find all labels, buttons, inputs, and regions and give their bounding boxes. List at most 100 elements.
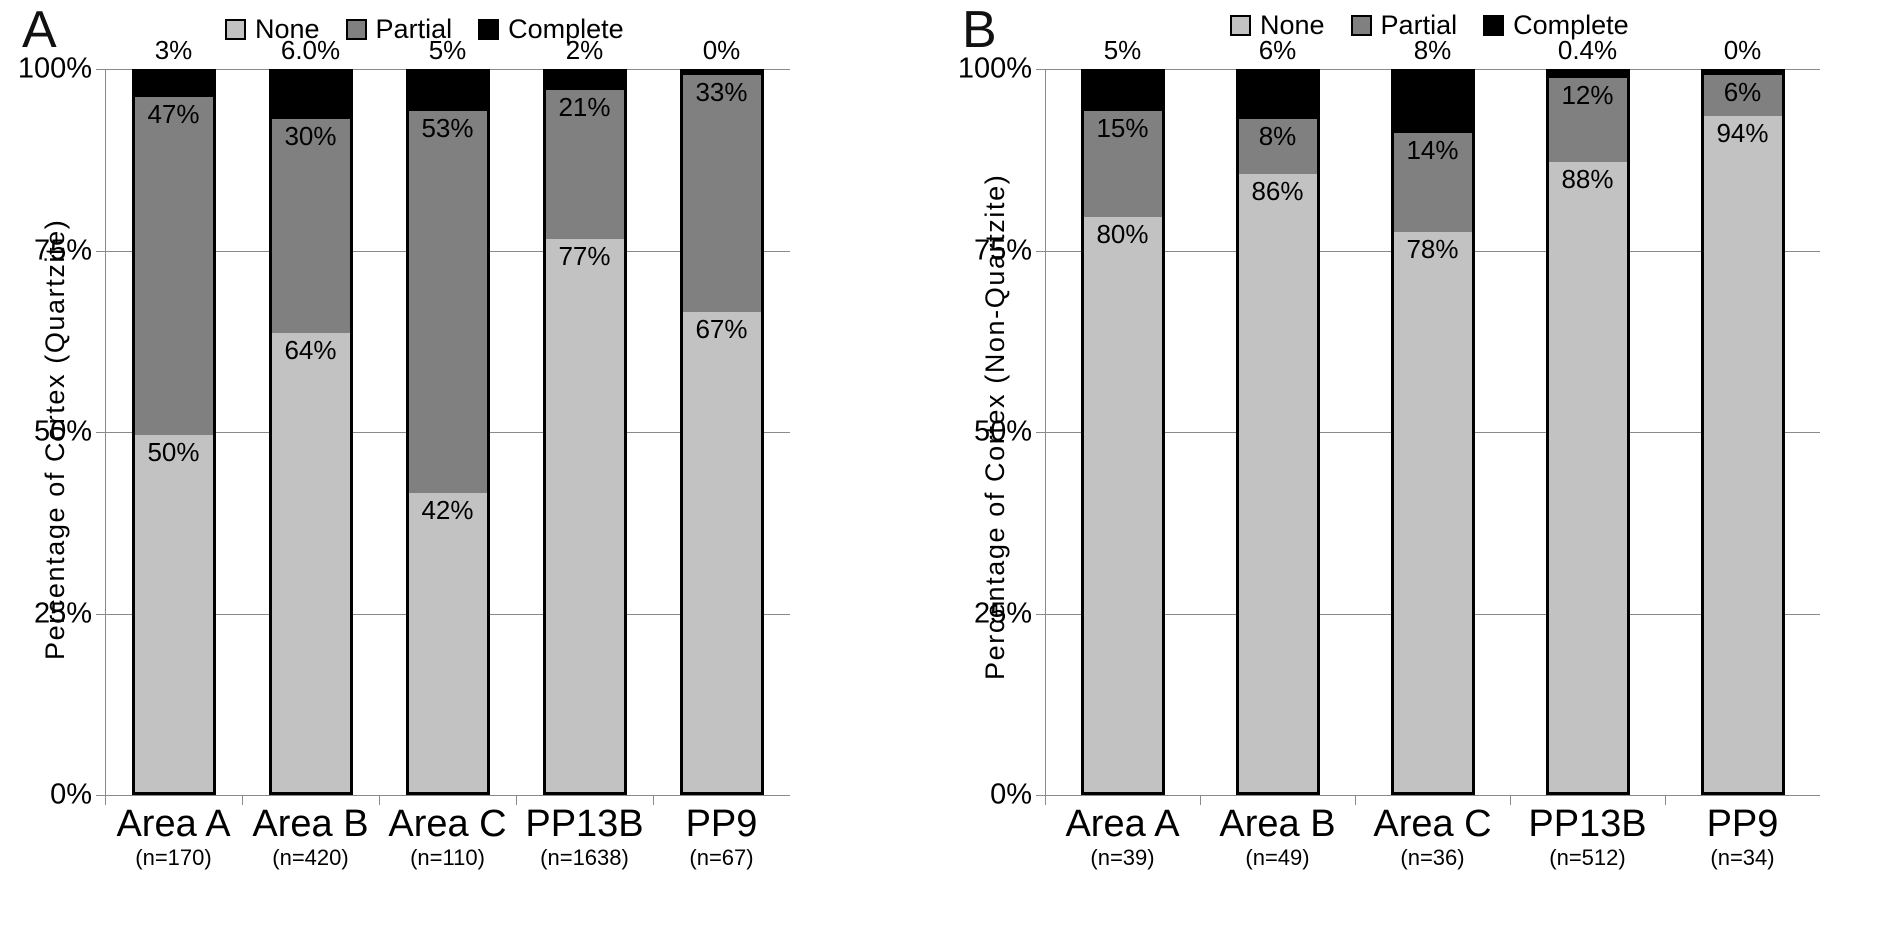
- segment-label-partial: 30%: [284, 120, 337, 151]
- y-tick-mark-100: [1036, 69, 1045, 70]
- x-category-label: Area B (n=420): [252, 805, 368, 871]
- legend-swatch-partial-icon: [1350, 14, 1372, 36]
- panel-letter-a: A: [22, 1, 57, 59]
- x-category-label: Area B (n=49): [1219, 805, 1335, 871]
- y-tick-label-100: 100%: [17, 52, 92, 85]
- segment-label-partial: 8%: [1258, 120, 1297, 151]
- legend-item-complete: Complete: [478, 13, 624, 44]
- segment-none: 50%: [134, 434, 213, 792]
- x-axis-line: [1045, 795, 1820, 796]
- x-category-name: Area B: [252, 803, 369, 845]
- segment-label-partial: 15%: [1096, 113, 1149, 144]
- chart-panel-a: A None Partial Complete Percentage of Cortex…: [17, 1, 790, 871]
- x-category-label: PP13B (n=512): [1528, 805, 1646, 871]
- segment-complete: [545, 72, 624, 87]
- x-category-count: (n=512): [1549, 844, 1626, 870]
- y-tick-label-75: 75%: [33, 234, 92, 266]
- x-category-name: PP13B: [1528, 803, 1647, 845]
- x-category-label: Area A (n=170): [116, 805, 230, 871]
- y-tick-label-50: 50%: [973, 415, 1032, 448]
- segment-label-none: 94%: [1716, 117, 1769, 148]
- segment-none: 67%: [682, 311, 761, 792]
- segment-label-partial: 12%: [1561, 79, 1614, 110]
- legend-item-none: None: [1230, 9, 1325, 40]
- x-category-name: Area C: [388, 803, 507, 845]
- bar-top-label: 0.4%: [1557, 35, 1618, 65]
- y-tick-label-0: 0%: [990, 778, 1032, 811]
- legend-item-partial: Partial: [345, 15, 452, 43]
- x-category-label: PP9 (n=67): [686, 805, 758, 871]
- bar-top-label: 2%: [565, 35, 604, 65]
- segment-label-none: 88%: [1561, 164, 1614, 194]
- x-category-label: Area C (n=36): [1373, 805, 1491, 871]
- y-tick-label-50: 50%: [33, 415, 92, 448]
- bar-a-pp13b: 21% 77%: [542, 69, 627, 795]
- plot-area: 47% 50% 30% 64% 53% 42% 21% 77% 33% 67%: [96, 69, 790, 805]
- x-category-count: (n=110): [410, 844, 485, 870]
- segment-complete: [408, 72, 487, 109]
- bar-top-label: 6.0%: [280, 35, 341, 65]
- segment-partial: 21%: [545, 86, 624, 239]
- x-category-name: PP13B: [525, 803, 644, 845]
- x-category-label: PP13B (n=1638): [525, 805, 643, 871]
- segment-label-partial: 6%: [1723, 77, 1762, 107]
- segment-label-none: 77%: [558, 240, 611, 271]
- x-category-name: Area A: [116, 803, 231, 845]
- x-category-count: (n=34): [1710, 844, 1775, 870]
- legend-item-partial: Partial: [1350, 11, 1457, 39]
- segment-partial: 12%: [1548, 74, 1627, 162]
- segment-label-none: 42%: [421, 495, 474, 526]
- segment-none: 64%: [271, 333, 350, 792]
- segment-label-none: 86%: [1251, 175, 1304, 206]
- segment-partial: 15%: [1083, 108, 1162, 218]
- segment-label-none: 80%: [1096, 219, 1149, 250]
- bar-a-pp9: 33% 67%: [679, 69, 764, 795]
- x-axis-line: [105, 795, 790, 796]
- segment-none: 80%: [1083, 217, 1162, 792]
- segment-partial: 14%: [1393, 130, 1472, 232]
- x-category-label: Area A (n=39): [1065, 805, 1179, 871]
- y-tick-label-100: 100%: [957, 52, 1032, 85]
- segment-none: 94%: [1703, 115, 1782, 792]
- legend-label-none: None: [1260, 9, 1325, 40]
- x-tick-mark-1: [242, 795, 243, 805]
- bar-top-label: 0%: [1723, 35, 1762, 65]
- x-category-count: (n=1638): [540, 844, 629, 870]
- y-tick-mark-0: [96, 795, 105, 796]
- segment-complete: [1083, 72, 1162, 109]
- x-category-name: Area A: [1065, 803, 1180, 845]
- legend-swatch-complete-icon: [478, 18, 500, 40]
- x-category-name: Area C: [1373, 803, 1492, 845]
- segment-partial: 30%: [271, 115, 350, 334]
- bar-top-label: 0%: [702, 35, 741, 65]
- bar-a-area-c: 53% 42%: [405, 69, 490, 795]
- y-tick-label-25: 25%: [973, 597, 1032, 629]
- legend-label-complete: Complete: [508, 13, 624, 44]
- bar-top-label: 5%: [428, 35, 467, 65]
- segment-complete: [1238, 72, 1317, 116]
- legend: None Partial Complete: [1230, 8, 1629, 42]
- segment-label-partial: 33%: [695, 77, 748, 107]
- y-axis-line: [105, 69, 106, 795]
- segment-label-partial: 47%: [147, 98, 200, 129]
- legend-swatch-none-icon: [1230, 14, 1251, 36]
- y-tick-label-25: 25%: [33, 597, 92, 629]
- segment-complete: [1393, 72, 1472, 131]
- segment-complete: [1548, 72, 1627, 75]
- bar-a-area-b: 30% 64%: [268, 69, 353, 795]
- panel-letter-b: B: [962, 1, 997, 59]
- segment-partial: 33%: [682, 72, 761, 312]
- x-category-count: (n=49): [1245, 844, 1310, 870]
- bar-top-label: 8%: [1413, 35, 1452, 65]
- y-tick-mark-50: [1036, 432, 1045, 433]
- segment-label-none: 50%: [147, 436, 200, 467]
- legend: None Partial Complete: [225, 12, 624, 46]
- bar-a-area-a: 47% 50%: [131, 69, 216, 795]
- x-category-count: (n=420): [272, 844, 349, 870]
- x-category-label: Area C (n=110): [388, 805, 506, 871]
- x-tick-mark-4: [653, 795, 654, 805]
- bar-top-label: 3%: [154, 35, 193, 65]
- y-axis-line: [1045, 69, 1046, 795]
- segment-partial: 53%: [408, 108, 487, 494]
- plot-area: 15% 80% 8% 86% 14% 78% 12% 88% 6% 94%: [1036, 69, 1820, 805]
